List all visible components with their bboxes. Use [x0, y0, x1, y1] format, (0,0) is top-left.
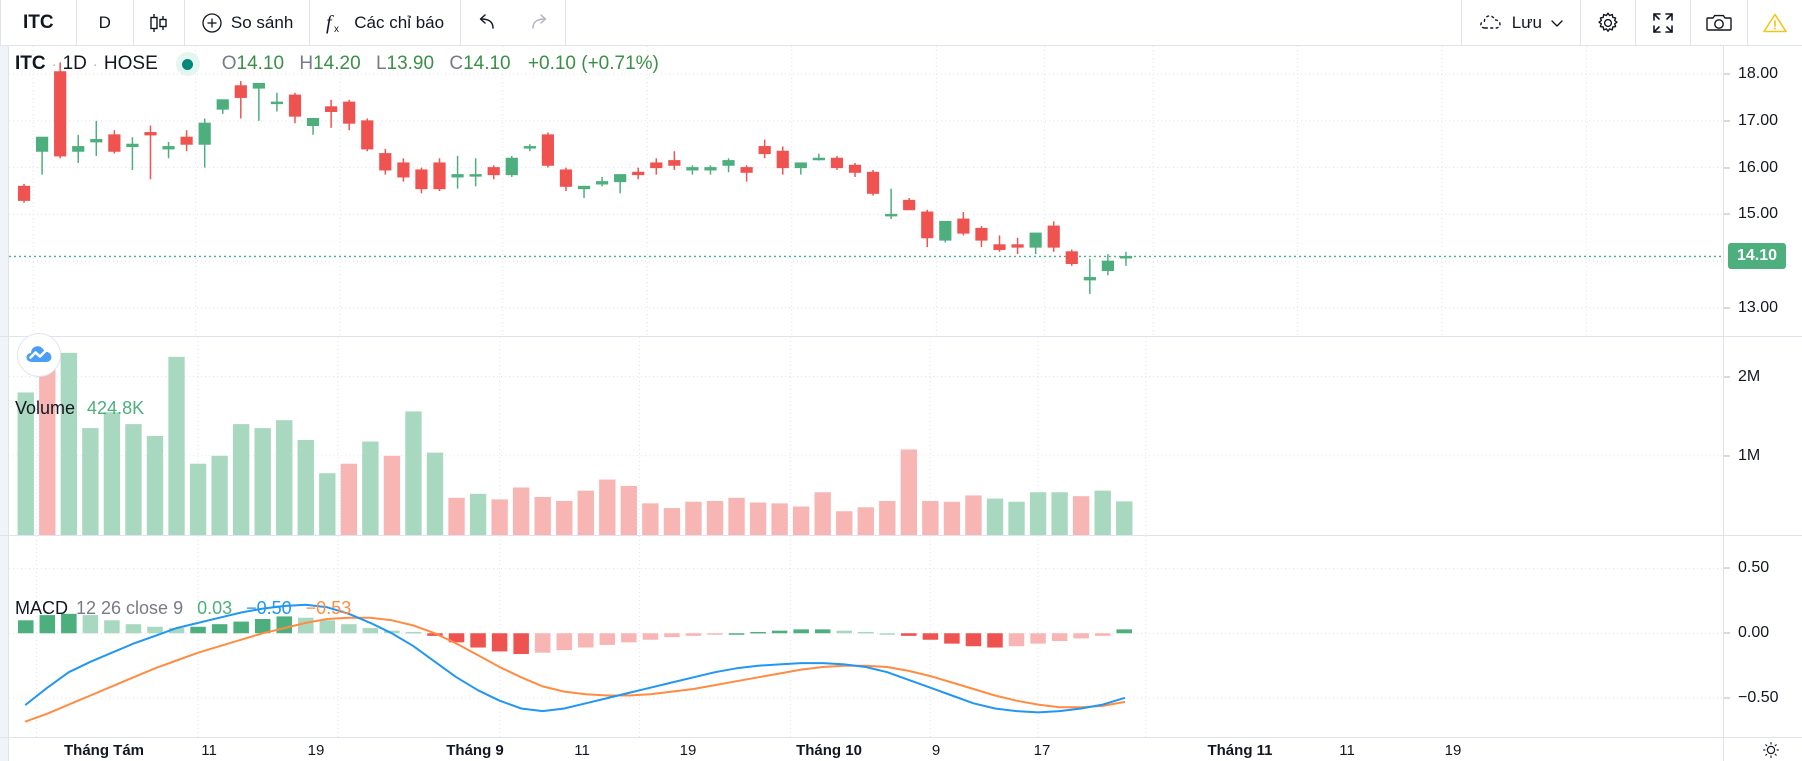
chart-container[interactable]: ITC · 1D · HOSE O14.10 H14.20 L13.90 C14…	[0, 46, 1802, 761]
volume-axis-label: 2M	[1738, 367, 1761, 385]
toolbar-divider	[1580, 0, 1581, 46]
compare-label: So sánh	[230, 12, 294, 32]
interval-button[interactable]: D	[77, 0, 133, 45]
candlestick-series	[9, 46, 1723, 336]
axis-tick	[1724, 73, 1730, 75]
axis-tick	[1724, 697, 1730, 699]
price-axis-label: 13.00	[1738, 298, 1779, 316]
time-axis-label: 19	[307, 742, 325, 759]
settings-button[interactable]	[1581, 0, 1635, 45]
time-axis-label: Tháng 11	[1207, 742, 1273, 759]
time-axis-label: Tháng Tám	[63, 742, 145, 759]
axis-tick	[1724, 632, 1730, 634]
time-axis-label: 19	[679, 742, 697, 759]
toolbar-divider	[309, 0, 311, 46]
time-axis-label: Tháng 9	[446, 742, 504, 759]
save-button[interactable]: Lưu	[1462, 0, 1580, 45]
top-toolbar: ITC D	[0, 0, 1802, 46]
toolbar-divider	[0, 0, 1, 46]
current-price-badge: 14.10	[1728, 243, 1787, 270]
axis-tick	[1724, 376, 1730, 378]
compare-button[interactable]: So sánh	[185, 0, 309, 45]
undo-arrow-icon	[475, 13, 499, 33]
axis-tick	[1724, 167, 1730, 169]
toolbar-divider	[460, 0, 462, 46]
time-axis-label: 9	[931, 742, 941, 759]
price-axis-label: 16.00	[1738, 158, 1779, 176]
clock-settings-icon[interactable]	[1762, 741, 1780, 759]
left-toolbar-rail[interactable]	[0, 46, 9, 737]
undo-button[interactable]	[461, 0, 513, 45]
indicators-button[interactable]: f x Các chỉ báo	[310, 0, 460, 45]
toolbar-divider	[1460, 0, 1462, 46]
symbol-label: ITC	[23, 11, 54, 33]
price-scale[interactable]: 18.00 17.00 16.00 15.00 13.00 14.10 2M 1M 0.50 0.…	[1723, 46, 1802, 737]
time-axis-left-edge	[0, 738, 9, 761]
axis-tick	[1724, 307, 1730, 309]
fullscreen-expand-icon	[1650, 10, 1676, 36]
price-axis-label: 15.00	[1738, 205, 1779, 223]
time-axis-label: 11	[201, 742, 217, 759]
pane-divider-price-volume[interactable]	[0, 336, 1802, 337]
volume-series	[9, 337, 1723, 535]
axis-tick	[1724, 455, 1730, 457]
save-label: Lưu	[1511, 12, 1542, 32]
macd-axis-label: −0.50	[1738, 689, 1779, 707]
macd-pane[interactable]	[9, 536, 1723, 737]
camera-icon	[1705, 11, 1733, 35]
toolbar-divider	[1747, 0, 1748, 46]
redo-button[interactable]	[513, 0, 565, 45]
pane-divider-volume-macd[interactable]	[0, 535, 1802, 536]
svg-text:f: f	[326, 12, 334, 34]
toolbar-divider	[1690, 0, 1691, 46]
price-axis-label: 18.00	[1738, 65, 1779, 83]
toolbar-divider	[132, 0, 134, 46]
chevron-down-icon	[1550, 18, 1564, 28]
cloud-dashed-icon	[1478, 12, 1504, 34]
volume-pane[interactable]	[9, 337, 1723, 535]
redo-arrow-icon	[527, 13, 551, 33]
alerts-button[interactable]	[1748, 0, 1802, 45]
time-scale[interactable]: Tháng Tám 11 19 Tháng 9 11 19 Tháng 10 9 17 Tháng…	[0, 737, 1802, 761]
time-axis-label: 17	[1033, 742, 1051, 759]
time-axis-label: 11	[1339, 742, 1355, 759]
warning-triangle-icon	[1762, 11, 1788, 35]
axis-tick	[1724, 213, 1730, 215]
fullscreen-button[interactable]	[1636, 0, 1690, 45]
cloud-chart-icon[interactable]	[17, 333, 61, 377]
price-axis-label: 17.00	[1738, 111, 1779, 129]
toolbar-spacer	[566, 0, 1461, 45]
price-pane[interactable]	[9, 46, 1723, 336]
axis-tick	[1724, 120, 1730, 122]
time-axis-separator	[1723, 738, 1724, 761]
toolbar-divider	[183, 0, 185, 46]
time-axis-label: 11	[574, 742, 590, 759]
volume-axis-label: 1M	[1738, 446, 1761, 464]
candlestick-icon	[148, 11, 170, 35]
symbol-search-button[interactable]: ITC	[1, 0, 76, 45]
chart-type-button[interactable]	[134, 0, 184, 45]
macd-series	[9, 536, 1723, 737]
interval-label: D	[98, 12, 111, 32]
snapshot-button[interactable]	[1691, 0, 1747, 45]
macd-axis-label: 0.50	[1738, 559, 1770, 577]
axis-tick	[1724, 567, 1730, 569]
macd-axis-label: 0.00	[1738, 624, 1770, 642]
time-axis-label: 19	[1444, 742, 1462, 759]
time-axis-label: Tháng 10	[796, 742, 862, 759]
indicators-label: Các chỉ báo	[354, 12, 445, 32]
toolbar-divider	[565, 0, 567, 46]
gear-icon	[1595, 10, 1621, 36]
chart-panes[interactable]	[9, 46, 1723, 737]
toolbar-divider	[75, 0, 77, 46]
plus-circle-icon	[201, 12, 223, 34]
function-fx-icon: f x	[326, 11, 346, 35]
svg-text:x: x	[334, 24, 339, 35]
toolbar-divider	[1635, 0, 1636, 46]
